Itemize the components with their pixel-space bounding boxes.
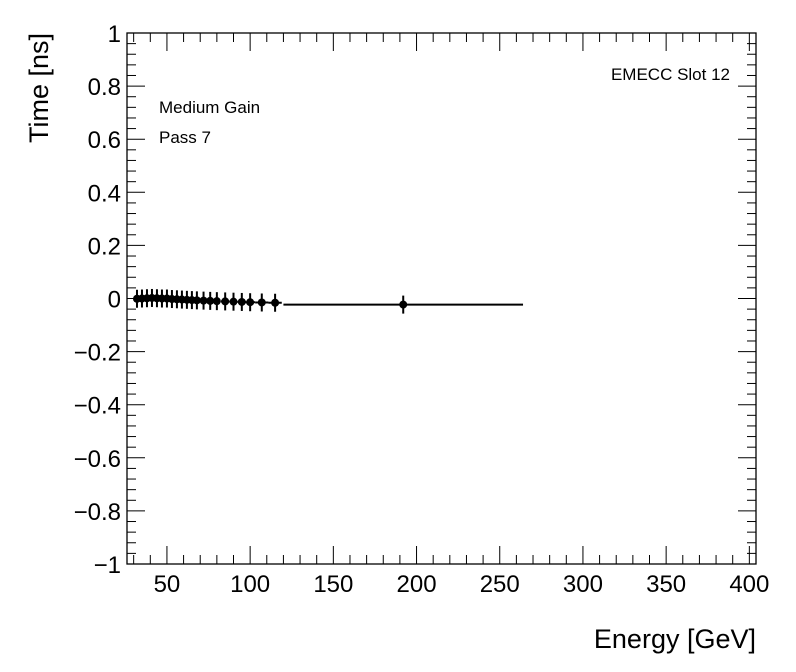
marker — [257, 298, 266, 307]
marker — [221, 297, 230, 306]
data-point — [268, 293, 282, 312]
y-tick-label: −1 — [94, 552, 121, 579]
annotation-pass: Pass 7 — [159, 128, 211, 147]
marker — [399, 300, 408, 309]
y-tick-label: 0.6 — [88, 127, 121, 154]
data-point — [245, 293, 256, 312]
x-tick-label: 350 — [646, 571, 686, 598]
y-tick-labels: −1 −0.8 −0.6 −0.4 −0.2 0 0.2 0.4 0.6 0.8 1 — [74, 21, 121, 579]
data-point — [237, 292, 246, 311]
y-tick-label: 0.8 — [88, 74, 121, 101]
y-axis-title: Time [ns] — [24, 33, 54, 143]
y-tick-label: 1 — [108, 21, 121, 48]
annotation-top-right: EMECC Slot 12 — [611, 65, 730, 84]
y-tick-label: 0 — [108, 287, 121, 314]
y-tick-label: −0.8 — [74, 499, 121, 526]
marker — [206, 296, 215, 305]
marker — [229, 297, 238, 306]
y-tick-label: −0.4 — [74, 393, 121, 420]
data-point — [199, 291, 208, 310]
x-tick-label: 300 — [563, 571, 603, 598]
x-tick-labels: 50 100 150 200 250 300 350 400 — [154, 571, 770, 598]
data-point — [255, 293, 269, 312]
x-tick-label: 50 — [154, 571, 181, 598]
marker — [199, 296, 208, 305]
marker — [237, 297, 246, 306]
x-tick-label: 400 — [729, 571, 769, 598]
y-tick-label: −0.6 — [74, 446, 121, 473]
axis-ticks — [127, 32, 756, 565]
x-tick-label: 150 — [313, 571, 353, 598]
data-point — [192, 291, 201, 310]
x-tick-label: 250 — [480, 571, 520, 598]
marker — [212, 297, 221, 306]
x-axis-title: Energy [GeV] — [594, 624, 756, 654]
data-points — [132, 288, 524, 314]
x-tick-label: 200 — [397, 571, 437, 598]
marker — [192, 296, 201, 305]
marker — [246, 298, 255, 307]
y-tick-label: −0.2 — [74, 340, 121, 367]
data-point — [229, 292, 238, 311]
marker — [271, 298, 280, 307]
data-point — [221, 292, 230, 311]
data-point — [206, 291, 215, 310]
data-point — [212, 292, 221, 311]
x-tick-label: 100 — [230, 571, 270, 598]
y-tick-label: 0.4 — [88, 180, 121, 207]
y-tick-label: 0.2 — [88, 233, 121, 260]
data-point — [283, 295, 524, 314]
annotation-gain: Medium Gain — [159, 98, 260, 117]
